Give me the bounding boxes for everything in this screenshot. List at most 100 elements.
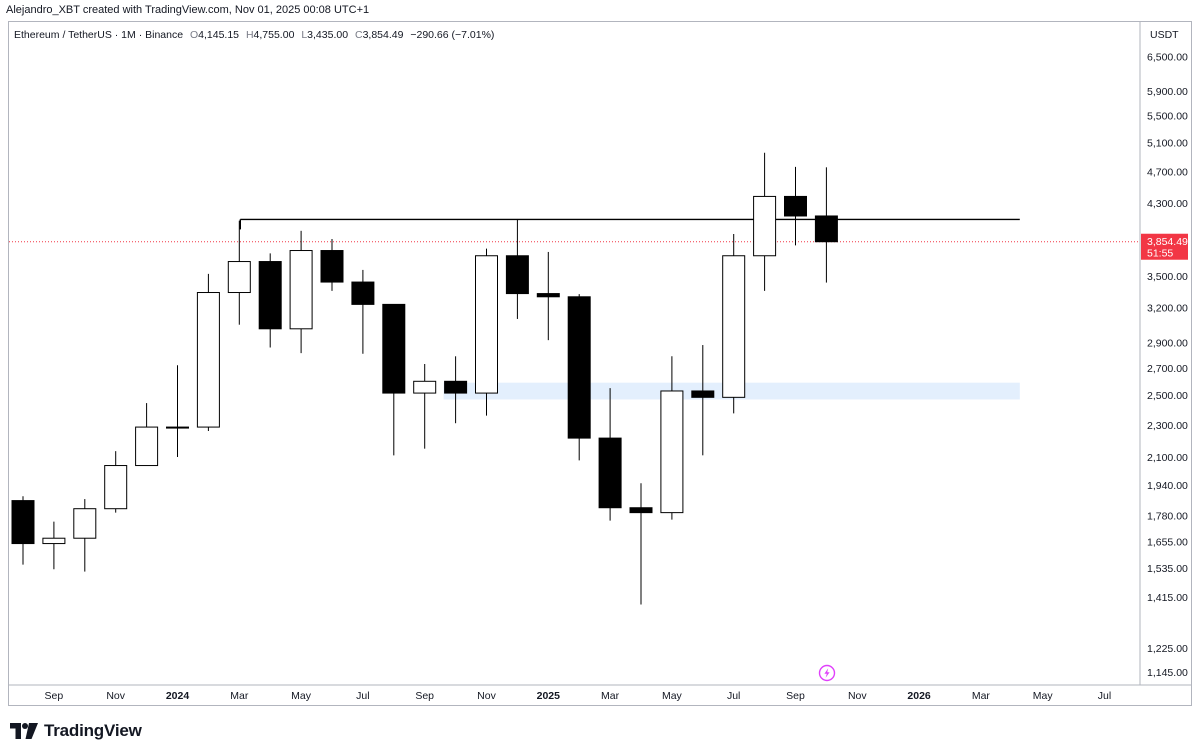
candle-body-bear (536, 293, 560, 298)
candle-body-bull (42, 537, 66, 545)
last-price-badge-bg (1141, 233, 1188, 260)
price-axis-currency: USDT (1150, 29, 1179, 41)
candle-body-bear (567, 296, 591, 439)
candle-body-bull (227, 261, 251, 294)
candle-2023-11 (104, 451, 128, 513)
price-tick-label: 4,700.00 (1147, 166, 1188, 178)
time-tick-label: Sep (415, 690, 434, 702)
time-tick-label: May (1033, 690, 1054, 702)
time-tick-label: Nov (106, 690, 125, 702)
candle-2024-07 (351, 269, 375, 354)
candle-body-bull (166, 426, 189, 429)
tradingview-brand: TradingView (10, 720, 142, 742)
legend-symbol: Ethereum / TetherUS · 1M · Binance (14, 29, 184, 41)
time-tick-label: Mar (972, 690, 991, 702)
price-tick-label: 4,300.00 (1147, 198, 1188, 210)
time-tick-label: 2024 (166, 690, 190, 702)
candle-body-bear (258, 261, 282, 330)
price-tick-label: 2,100.00 (1147, 452, 1188, 464)
time-tick-label: Nov (848, 690, 867, 702)
candle-body-bear (351, 281, 375, 305)
candle-2023-12 (135, 403, 159, 467)
candle-2024-06 (320, 238, 344, 291)
time-tick-label: Sep (786, 690, 805, 702)
time-tick-label: Mar (601, 690, 620, 702)
candle-2024-10 (444, 356, 468, 424)
flash-icon (818, 664, 836, 682)
time-tick-label: Jul (356, 690, 369, 702)
time-tick-label: Jul (727, 690, 740, 702)
price-tick-label: 1,415.00 (1147, 592, 1188, 604)
candle-2025-05 (660, 356, 684, 520)
time-tick-label: Mar (230, 690, 249, 702)
candle-2023-09 (42, 521, 66, 570)
candle-body-bear (598, 437, 622, 509)
price-tick-label: 5,900.00 (1147, 86, 1188, 98)
price-tick-label: 6,500.00 (1147, 52, 1188, 64)
candle-2023-10 (73, 499, 97, 572)
candle-2025-04 (629, 483, 653, 605)
drawing-lines (9, 218, 1140, 243)
candle-2024-11 (475, 248, 498, 416)
price-tick-label: 2,900.00 (1147, 338, 1188, 350)
time-tick-label: Nov (477, 690, 496, 702)
symbol-legend: Ethereum / TetherUS · 1M · Binance O4,14… (14, 29, 494, 41)
candle-2025-03 (598, 388, 622, 521)
candle-2024-02 (196, 273, 220, 431)
candle-2025-07 (722, 233, 746, 414)
price-tick-label: 2,700.00 (1147, 363, 1188, 375)
price-tick-label: 1,655.00 (1147, 536, 1188, 548)
candle-2025-08 (753, 152, 777, 291)
price-tick-label: 2,300.00 (1147, 420, 1188, 432)
candle-body-bull (413, 380, 437, 394)
candle-body-bull (722, 255, 746, 398)
legend-close: C3,854.49 (354, 29, 404, 41)
candle-body-bear (444, 380, 468, 394)
candle-2025-10 (814, 167, 838, 283)
time-tick-label: May (662, 690, 683, 702)
candle-body-bull (289, 250, 313, 330)
candle-2024-03 (227, 220, 251, 325)
legend-open: O4,145.15 (189, 29, 240, 41)
candle-body-bear (784, 195, 807, 217)
candle-body-bull (196, 292, 220, 428)
candle-body-bear (814, 215, 838, 243)
chart-credit: Alejandro_XBT created with TradingView.c… (6, 4, 370, 16)
price-tick-label: 5,500.00 (1147, 111, 1188, 123)
candle-2025-02 (567, 294, 591, 461)
candle-2024-08 (382, 303, 406, 456)
price-tick-label: 1,780.00 (1147, 511, 1188, 523)
candle-body-bear (691, 390, 715, 398)
price-tick-label: 3,200.00 (1147, 303, 1188, 315)
price-tick-label: 1,225.00 (1147, 643, 1188, 655)
chart-frame (8, 21, 1192, 706)
price-tick-label: 5,100.00 (1147, 137, 1188, 149)
price-tick-label: 2,500.00 (1147, 390, 1188, 402)
candle-body-bear (505, 255, 529, 295)
tradingview-logo-icon (10, 723, 38, 739)
candle-body-bear (320, 250, 344, 283)
candle-2024-04 (258, 253, 282, 348)
last-price-badge-value: 3,854.49 (1147, 236, 1188, 248)
candle-2024-09 (413, 364, 437, 449)
candle-2023-08 (11, 496, 35, 565)
candle-body-bull (135, 426, 159, 467)
candle-2024-01 (166, 365, 189, 458)
candle-body-bear (11, 500, 35, 545)
candles (11, 152, 838, 605)
time-tick-label: Jul (1098, 690, 1111, 702)
candle-body-bull (475, 255, 498, 394)
candle-body-bull (660, 390, 684, 514)
candle-2024-05 (289, 230, 313, 354)
candle-body-bull (104, 465, 128, 510)
candle-body-bull (73, 508, 97, 539)
price-tick-label: 1,940.00 (1147, 480, 1188, 492)
legend-change: −290.66 (−7.01%) (410, 29, 495, 41)
legend-high: H4,755.00 (245, 29, 295, 41)
time-tick-label: May (291, 690, 312, 702)
time-axis: Sep Nov 2024 Mar May Jul Sep Nov 2025 Mar May Jul Se… (45, 690, 1112, 702)
candle-body-bear (629, 507, 653, 514)
price-tick-label: 3,500.00 (1147, 271, 1188, 283)
time-tick-label: 2025 (537, 690, 561, 702)
